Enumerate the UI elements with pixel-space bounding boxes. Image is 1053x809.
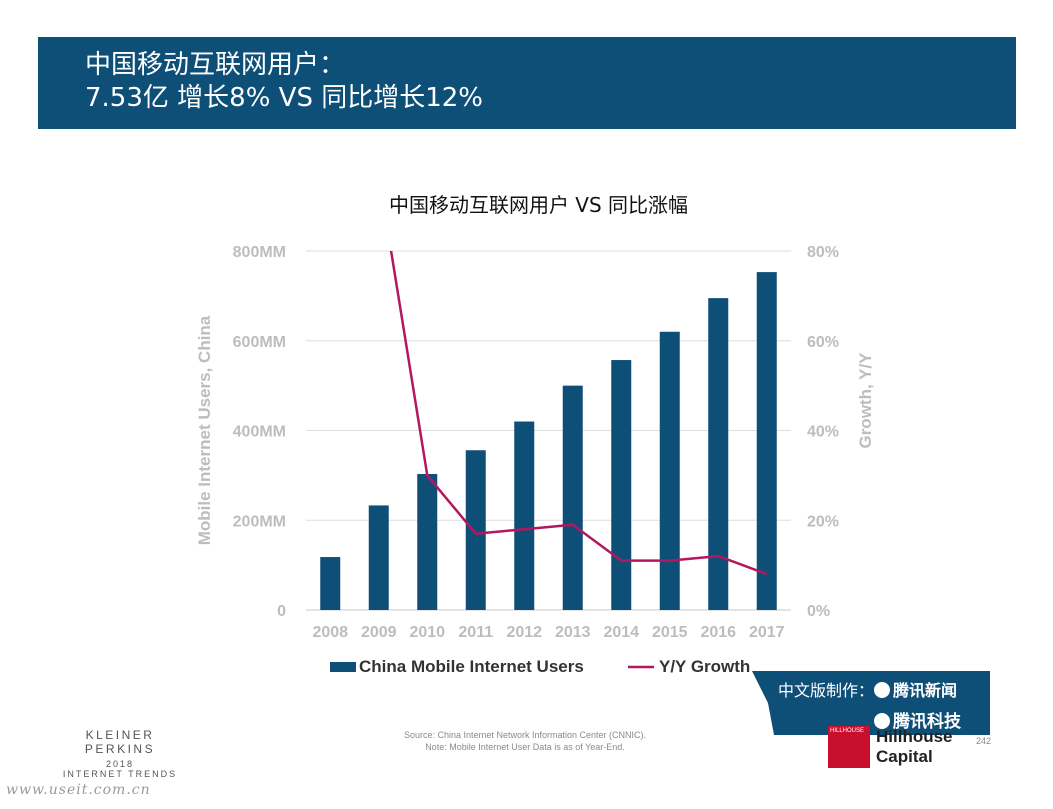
y2-tick-label: 60% bbox=[807, 334, 839, 351]
title-line-2: 7.53亿 增长8% VS 同比增长12% bbox=[85, 83, 484, 113]
bar-2012 bbox=[514, 421, 535, 610]
x-tick-label: 2016 bbox=[700, 624, 736, 641]
y-tick-label: 800MM bbox=[233, 244, 286, 261]
bar-2015 bbox=[659, 331, 680, 610]
kp-logo: KLEINER PERKINS 2018 INTERNET TRENDS bbox=[50, 728, 190, 779]
chart-panel: 中国移动互联网用户 VS 同比涨幅 0 0% 200MM 20% 400MM 40% 600M… bbox=[38, 150, 1016, 710]
y2-tick-label: 40% bbox=[807, 424, 839, 441]
x-tick-label: 2014 bbox=[603, 624, 639, 641]
legend-swatch-users bbox=[330, 662, 356, 672]
source-note: Source: China Internet Network Informati… bbox=[370, 729, 680, 753]
x-tick-label: 2009 bbox=[361, 624, 397, 641]
badge-producer-label: 中文版制作： bbox=[778, 681, 875, 700]
y2-tick-label: 80% bbox=[807, 244, 839, 261]
badge-brand-tech: 腾讯科技 bbox=[893, 712, 961, 732]
x-tick-label: 2008 bbox=[312, 624, 348, 641]
y-tick-label: 400MM bbox=[233, 424, 286, 441]
source-line-2: Note: Mobile Internet User Data is as of… bbox=[425, 742, 625, 752]
bar-2014 bbox=[611, 360, 632, 610]
hillhouse-logo-text: HILLHOUSE bbox=[830, 728, 865, 734]
x-tick-label: 2013 bbox=[555, 624, 591, 641]
y2-tick-label: 0% bbox=[807, 603, 830, 620]
x-tick-label: 2017 bbox=[749, 624, 785, 641]
y-axis-title: Mobile Internet Users, China bbox=[195, 315, 214, 545]
kp-report: INTERNET TRENDS bbox=[62, 769, 178, 779]
x-tick-label: 2012 bbox=[506, 624, 542, 641]
legend-label-users: China Mobile Internet Users bbox=[359, 657, 584, 676]
y2-axis-title: Growth, Y/Y bbox=[856, 352, 875, 449]
bar-2013 bbox=[562, 385, 583, 610]
hillhouse-name-line-1: Hillhouse bbox=[876, 727, 953, 746]
hillhouse-name-line-2: Capital bbox=[876, 747, 933, 766]
bar-2008 bbox=[320, 557, 341, 610]
badge-brand-news: 腾讯新闻 bbox=[893, 681, 958, 700]
hillhouse-logo-mark: HILLHOUSE bbox=[828, 726, 870, 768]
chart-title: 中国移动互联网用户 VS 同比涨幅 bbox=[389, 193, 688, 217]
bar-2016 bbox=[708, 298, 729, 610]
hillhouse-name: Hillhouse Capital bbox=[876, 727, 953, 767]
site-watermark: www.useit.com.cn bbox=[6, 782, 151, 798]
kp-name: KLEINER PERKINS bbox=[84, 728, 156, 756]
kp-year: 2018 bbox=[105, 759, 135, 769]
bar-2017 bbox=[756, 272, 777, 610]
bar-2010 bbox=[417, 474, 438, 610]
x-tick-label: 2010 bbox=[409, 624, 445, 641]
y2-tick-label: 20% bbox=[807, 513, 839, 530]
growth-line bbox=[389, 251, 768, 576]
translation-badge: 中文版制作： 腾讯新闻 腾讯科技 bbox=[752, 671, 990, 735]
title-banner: 中国移动互联网用户： 7.53亿 增长8% VS 同比增长12% bbox=[38, 37, 1016, 129]
x-tick-label: 2011 bbox=[458, 624, 493, 641]
badge-line-1: 中文版制作： 腾讯新闻 bbox=[778, 677, 957, 701]
y-tick-label: 200MM bbox=[233, 513, 286, 530]
legend-label-growth: Y/Y Growth bbox=[659, 657, 750, 676]
x-tick-label: 2015 bbox=[652, 624, 688, 641]
title-line-1: 中国移动互联网用户： bbox=[85, 50, 346, 80]
y-tick-label: 600MM bbox=[233, 334, 286, 351]
source-line-1: Source: China Internet Network Informati… bbox=[403, 730, 647, 740]
chart-svg: 中国移动互联网用户 VS 同比涨幅 0 0% 200MM 20% 400MM 40% 600M… bbox=[195, 193, 875, 676]
bar-2011 bbox=[465, 450, 486, 610]
bar-2009 bbox=[368, 505, 389, 610]
page-number: 242 bbox=[976, 736, 992, 746]
tencent-tech-icon bbox=[874, 713, 890, 729]
badge-line-2: 腾讯科技 bbox=[874, 707, 961, 732]
y-tick-label: 0 bbox=[277, 603, 286, 620]
tencent-news-icon bbox=[874, 682, 891, 698]
